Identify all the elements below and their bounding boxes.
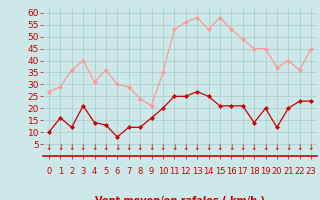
- Text: ↓: ↓: [91, 143, 98, 152]
- Text: ↓: ↓: [46, 143, 52, 152]
- Text: ↓: ↓: [80, 143, 86, 152]
- Text: ↓: ↓: [114, 143, 121, 152]
- Text: ↓: ↓: [160, 143, 166, 152]
- Text: ↓: ↓: [205, 143, 212, 152]
- Text: ↓: ↓: [125, 143, 132, 152]
- Text: ↓: ↓: [171, 143, 178, 152]
- Text: ↓: ↓: [217, 143, 223, 152]
- Text: ↓: ↓: [137, 143, 143, 152]
- Text: ↓: ↓: [308, 143, 314, 152]
- Text: ↓: ↓: [57, 143, 63, 152]
- Text: ↓: ↓: [251, 143, 257, 152]
- Text: ↓: ↓: [103, 143, 109, 152]
- Text: ↓: ↓: [194, 143, 200, 152]
- Text: ↓: ↓: [68, 143, 75, 152]
- Text: ↓: ↓: [262, 143, 269, 152]
- Text: ↓: ↓: [148, 143, 155, 152]
- Text: ↓: ↓: [239, 143, 246, 152]
- Text: ↓: ↓: [182, 143, 189, 152]
- Text: ↓: ↓: [274, 143, 280, 152]
- Text: ↓: ↓: [228, 143, 235, 152]
- Text: ↓: ↓: [285, 143, 292, 152]
- X-axis label: Vent moyen/en rafales ( km/h ): Vent moyen/en rafales ( km/h ): [95, 196, 265, 200]
- Text: ↓: ↓: [297, 143, 303, 152]
